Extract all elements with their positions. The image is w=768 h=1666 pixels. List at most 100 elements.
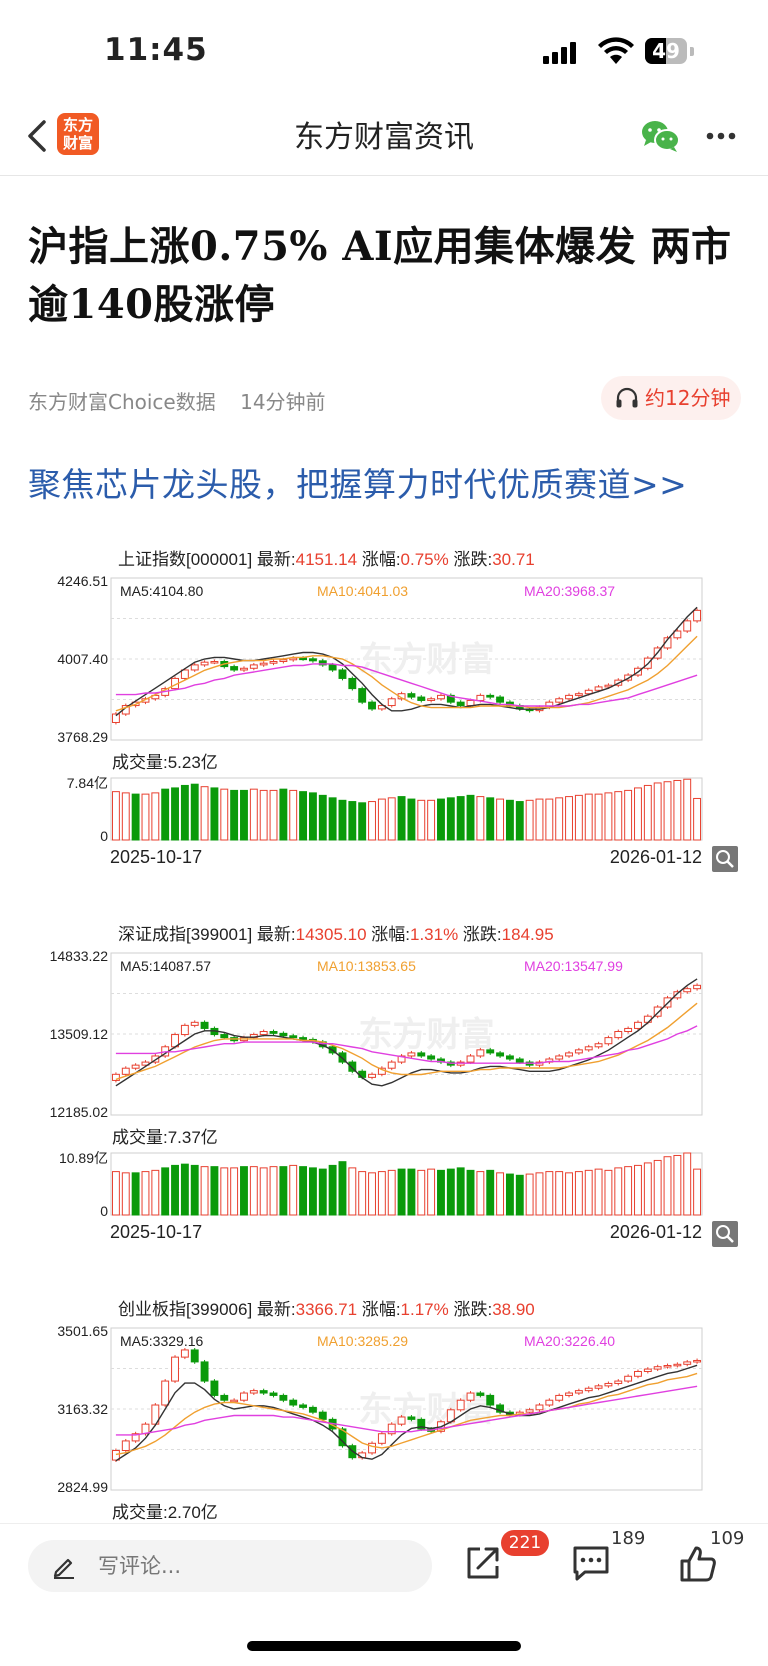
candle xyxy=(496,1052,505,1057)
chart-name: 深证成指[399001] xyxy=(118,925,252,944)
volume-bar xyxy=(269,789,278,841)
volume-bar xyxy=(555,1171,564,1216)
ma10-label: MA10:4041.03 xyxy=(317,583,408,599)
candle xyxy=(476,694,485,701)
candle xyxy=(368,1442,376,1454)
volume-bar xyxy=(545,798,554,841)
ma20-label: MA20:13547.99 xyxy=(524,958,623,974)
volume-bar xyxy=(240,789,248,841)
candle xyxy=(210,1380,219,1396)
volume-bar xyxy=(683,1152,692,1216)
zoom-icon xyxy=(716,1225,730,1239)
zoom-button xyxy=(712,1221,738,1247)
volume-bar xyxy=(515,1174,524,1216)
x-start-label: 2025-10-17 xyxy=(110,1222,202,1242)
ma5-label: MA5:3329.16 xyxy=(120,1333,203,1349)
comment-input[interactable]: 写评论... xyxy=(28,1540,432,1592)
ma5-label: MA5:14087.57 xyxy=(120,958,211,974)
pct-label: 涨幅: xyxy=(357,1300,400,1319)
candle xyxy=(437,694,445,700)
nav-bar: 东方 财富 东方财富资讯 xyxy=(0,100,768,176)
likes-count: 109 xyxy=(710,1528,745,1549)
candle xyxy=(476,1049,485,1057)
candle xyxy=(200,1361,209,1382)
candle xyxy=(279,1394,288,1401)
volume-bar xyxy=(259,789,268,841)
chart-header: 上证指数[000001] 最新:4151.14 涨幅:0.75% 涨跌:30.7… xyxy=(118,550,535,569)
volume-bar xyxy=(161,1167,170,1216)
y-tick-label: 12185.02 xyxy=(50,1104,109,1120)
candle xyxy=(683,988,692,993)
volume-frame xyxy=(110,777,703,841)
volume-bar xyxy=(180,1163,189,1216)
volume-bar xyxy=(318,794,327,841)
volume-bar xyxy=(387,1169,396,1216)
candle xyxy=(407,1416,416,1420)
volume-bar xyxy=(634,787,642,841)
candle xyxy=(476,1392,485,1396)
candle xyxy=(574,693,583,696)
candle xyxy=(565,694,573,700)
volume-bar xyxy=(220,1167,229,1216)
candle xyxy=(348,677,357,690)
volume-bar xyxy=(486,797,495,841)
candle xyxy=(289,1035,298,1039)
logo-line2: 财富 xyxy=(62,134,93,152)
like-button[interactable] xyxy=(672,1538,722,1588)
candle xyxy=(180,1024,189,1036)
share-button[interactable] xyxy=(458,1538,508,1588)
candle xyxy=(230,1399,239,1403)
candle xyxy=(653,1366,662,1370)
candle xyxy=(289,1399,298,1406)
article-source[interactable]: 东方财富Choice数据 xyxy=(28,390,216,414)
vol-tick-label: 0 xyxy=(100,1203,108,1219)
chg-value: 184.95 xyxy=(502,925,554,944)
candle xyxy=(683,1361,692,1365)
zoom-icon-handle xyxy=(726,1235,734,1243)
back-icon[interactable] xyxy=(24,118,52,154)
volume-label: 成交量:2.70亿 xyxy=(112,1503,218,1522)
zoom-button xyxy=(712,846,738,872)
volume-bar xyxy=(230,789,239,841)
ma10-label: MA10:13853.65 xyxy=(317,958,416,974)
chg-value: 38.90 xyxy=(492,1300,535,1319)
candle xyxy=(249,1390,258,1394)
candle xyxy=(545,1399,554,1406)
candle xyxy=(456,701,465,707)
latest-value: 4151.14 xyxy=(296,550,357,569)
candle xyxy=(584,1387,593,1392)
candle xyxy=(673,630,682,639)
candle xyxy=(407,1052,416,1057)
candle xyxy=(121,1440,130,1451)
candle xyxy=(338,669,347,679)
candle xyxy=(348,1061,357,1072)
watermark: 东方财富 xyxy=(359,640,495,679)
volume-bar xyxy=(299,791,308,841)
volume-bar xyxy=(141,793,150,841)
volume-bar xyxy=(555,797,564,841)
bottom-bar: 写评论... 221 189 109 xyxy=(0,1523,768,1666)
volume-bar xyxy=(328,1164,337,1216)
volume-bar xyxy=(249,1166,258,1216)
vol-tick-label: 10.89亿 xyxy=(59,1150,108,1166)
pct-label: 涨幅: xyxy=(367,925,410,944)
comments-button[interactable] xyxy=(565,1538,615,1588)
comments-count: 189 xyxy=(611,1528,646,1549)
candle xyxy=(387,698,396,707)
volume-bar xyxy=(673,1154,682,1216)
volume-bar xyxy=(111,791,120,841)
volume-bar xyxy=(318,1168,327,1216)
candle xyxy=(496,696,505,703)
share-count-badge: 221 xyxy=(501,1530,549,1556)
candle xyxy=(259,662,268,666)
listen-audio-button[interactable]: 约12分钟 xyxy=(601,376,741,420)
candle xyxy=(525,1409,534,1413)
volume-bar xyxy=(111,1171,120,1216)
wechat-share-icon[interactable] xyxy=(640,118,680,154)
volume-bar xyxy=(397,1168,406,1216)
candle xyxy=(318,660,327,666)
candle xyxy=(584,689,593,695)
more-icon[interactable] xyxy=(706,132,736,140)
promo-link[interactable]: 聚焦芯片龙头股，把握算力时代优质赛道>> xyxy=(28,465,688,504)
candle xyxy=(368,1073,376,1078)
